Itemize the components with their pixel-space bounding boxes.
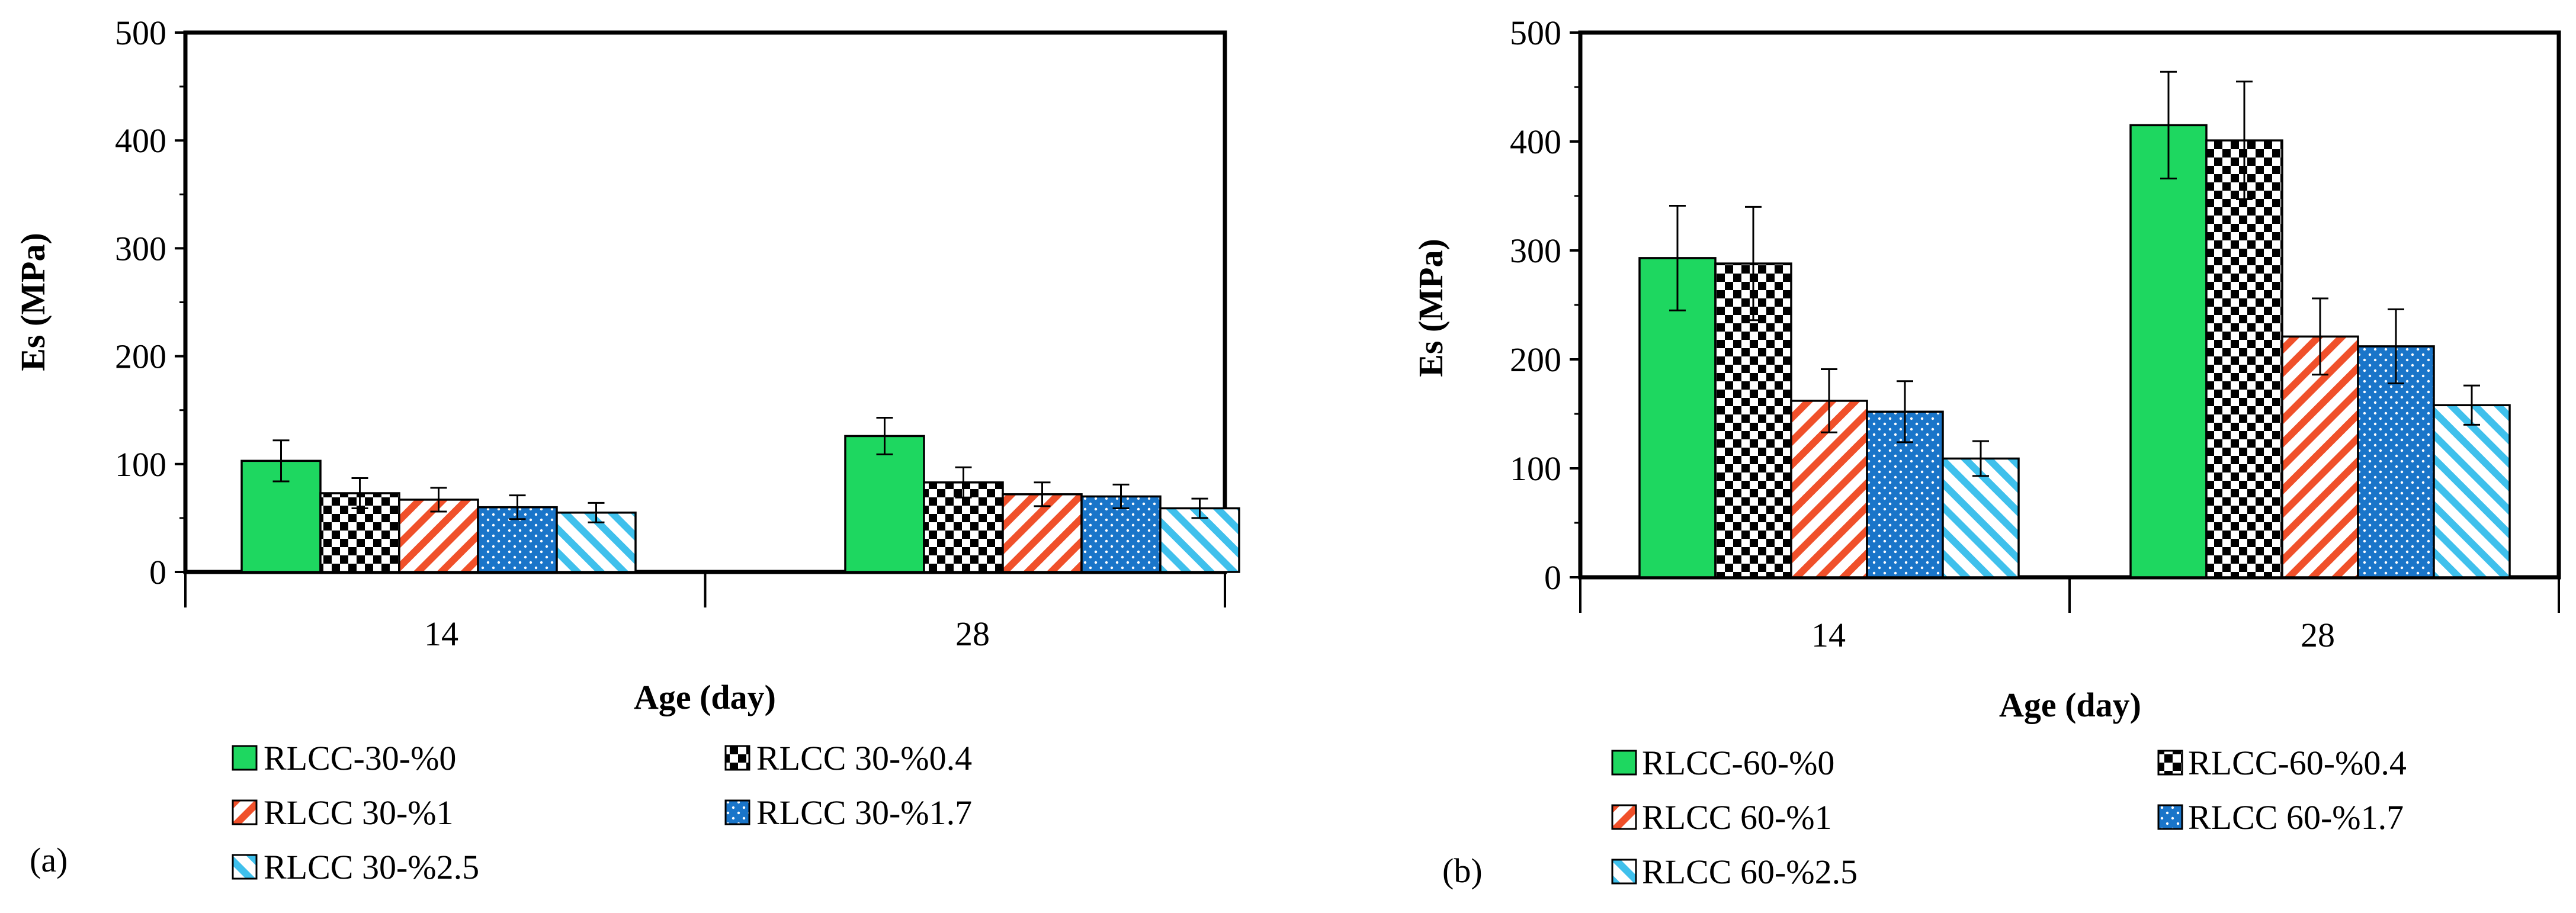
legend-label-b-0: RLCC-60-%0 (1642, 744, 1834, 782)
plot-frame-a (183, 30, 1227, 574)
error-bar-a-s3-c1 (1112, 483, 1130, 510)
legend-swatch-a-2 (232, 799, 258, 825)
legend-label-b-3: RLCC 60-%1.7 (2188, 798, 2404, 837)
x-tick-label-b-1: 28 (2301, 616, 2335, 654)
error-bar-a-s0-c1 (876, 416, 893, 455)
legend-swatch-b-2 (1611, 804, 1637, 830)
panel-label-b: (b) (1442, 851, 1483, 890)
error-bar-a-s0-c0 (272, 439, 290, 483)
error-bar-b-s4-c0 (1972, 440, 1989, 477)
y-tick-label-b-3: 300 (1510, 232, 1561, 270)
legend-label-a-2: RLCC 30-%1 (264, 793, 454, 832)
legend-item-a-4: RLCC 30-%2.5 (232, 848, 479, 886)
y-tick-label-b-2: 200 (1510, 340, 1561, 379)
legend-item-b-4: RLCC 60-%2.5 (1611, 853, 1858, 891)
y-tick-label-a-4: 400 (115, 121, 166, 160)
legend-item-a-0: RLCC-30-%0 (232, 739, 456, 777)
bar-b-s1-c1 (2205, 139, 2283, 578)
legend-label-a-3: RLCC 30-%1.7 (756, 793, 972, 832)
legend-item-b-1: RLCC-60-%0.4 (2157, 744, 2407, 782)
y-tick-label-b-1: 100 (1510, 449, 1561, 488)
legend-label-a-4: RLCC 30-%2.5 (264, 848, 479, 886)
error-bar-a-s2-c1 (1034, 481, 1051, 507)
legend-a: RLCC-30-%0 RLCC 30-%0.4 RLCC 30-%1 RLCC … (232, 739, 972, 886)
error-bar-b-s2-c1 (2312, 297, 2328, 376)
bar-b-s0-c1 (2129, 124, 2208, 578)
plot-area-b: 0 100 200 300 400 500 14 28 (1510, 14, 2561, 654)
y-tick-label-a-1: 100 (115, 445, 166, 484)
x-axis-title-a: Age (day) (634, 678, 776, 716)
x-tick-label-a-1: 28 (955, 615, 990, 653)
error-bar-b-s4-c1 (2463, 384, 2480, 426)
y-tick-label-a-0: 0 (149, 553, 166, 591)
y-tick-label-b-5: 500 (1510, 14, 1561, 52)
legend-item-a-2: RLCC 30-%1 (232, 793, 454, 832)
plot-area-a: 0 100 200 300 400 500 14 28 (115, 14, 1240, 653)
x-tick-label-b-0: 14 (1811, 616, 1846, 654)
legend-b: RLCC-60-%0 RLCC-60-%0.4 RLCC 60-%1 RLCC … (1611, 744, 2407, 891)
legend-item-b-0: RLCC-60-%0 (1611, 744, 1834, 782)
legend-label-b-2: RLCC 60-%1 (1642, 798, 1832, 837)
error-bar-a-s2-c0 (430, 487, 447, 513)
legend-swatch-b-3 (2157, 804, 2183, 830)
bar-b-s3-c1 (2357, 345, 2435, 578)
y-tick-label-a-2: 200 (115, 337, 166, 376)
error-bar-b-s2-c0 (1821, 368, 1837, 433)
x-axis-title-b: Age (day) (1999, 686, 2141, 724)
y-tick-label-b-0: 0 (1544, 558, 1561, 597)
error-bar-a-s1-c1 (955, 466, 972, 499)
error-bar-a-s4-c1 (1191, 497, 1208, 519)
error-bar-a-s1-c0 (351, 477, 368, 510)
y-tick-label-a-5: 500 (115, 14, 166, 52)
legend-swatch-a-0 (232, 745, 258, 771)
legend-label-b-1: RLCC-60-%0.4 (2188, 744, 2407, 782)
y-tick-label-b-4: 400 (1510, 123, 1561, 161)
error-bar-b-s0-c0 (1669, 205, 1686, 311)
legend-swatch-a-1 (724, 745, 750, 771)
y-axis-title-b: Es (MPa) (1411, 239, 1450, 377)
legend-label-a-1: RLCC 30-%0.4 (756, 739, 972, 777)
legend-item-b-2: RLCC 60-%1 (1611, 798, 1832, 837)
legend-swatch-b-1 (2157, 750, 2183, 776)
legend-swatch-a-3 (724, 799, 750, 825)
legend-swatch-a-4 (232, 854, 258, 880)
legend-item-a-1: RLCC 30-%0.4 (724, 739, 972, 777)
panel-label-a: (a) (30, 841, 68, 879)
error-bar-b-s1-c0 (1745, 205, 1762, 322)
bar-a-s0-c1 (844, 435, 925, 573)
y-axis-title-a: Es (MPa) (14, 233, 52, 371)
bar-a-s2-c1 (1002, 493, 1083, 573)
error-bar-b-s3-c0 (1897, 380, 1913, 443)
legend-label-b-4: RLCC 60-%2.5 (1642, 853, 1858, 891)
legend-swatch-b-4 (1611, 859, 1637, 885)
legend-item-b-3: RLCC 60-%1.7 (2157, 798, 2404, 837)
legend-item-a-3: RLCC 30-%1.7 (724, 793, 972, 832)
error-bar-b-s3-c1 (2388, 308, 2404, 384)
error-bar-a-s3-c0 (509, 494, 526, 520)
bar-b-s2-c1 (2281, 335, 2359, 578)
legend-label-a-0: RLCC-30-%0 (264, 739, 456, 777)
x-tick-label-a-0: 14 (424, 615, 458, 653)
error-bar-a-s4-c0 (588, 501, 605, 523)
y-tick-label-a-3: 300 (115, 229, 166, 268)
bar-b-s4-c1 (2433, 404, 2511, 578)
bar-a-s4-c1 (1159, 507, 1240, 573)
bar-b-s4-c0 (1942, 457, 2020, 578)
error-bar-b-s1-c1 (2236, 81, 2253, 201)
legend-swatch-b-0 (1611, 750, 1637, 776)
error-bar-b-s0-c1 (2160, 70, 2177, 180)
